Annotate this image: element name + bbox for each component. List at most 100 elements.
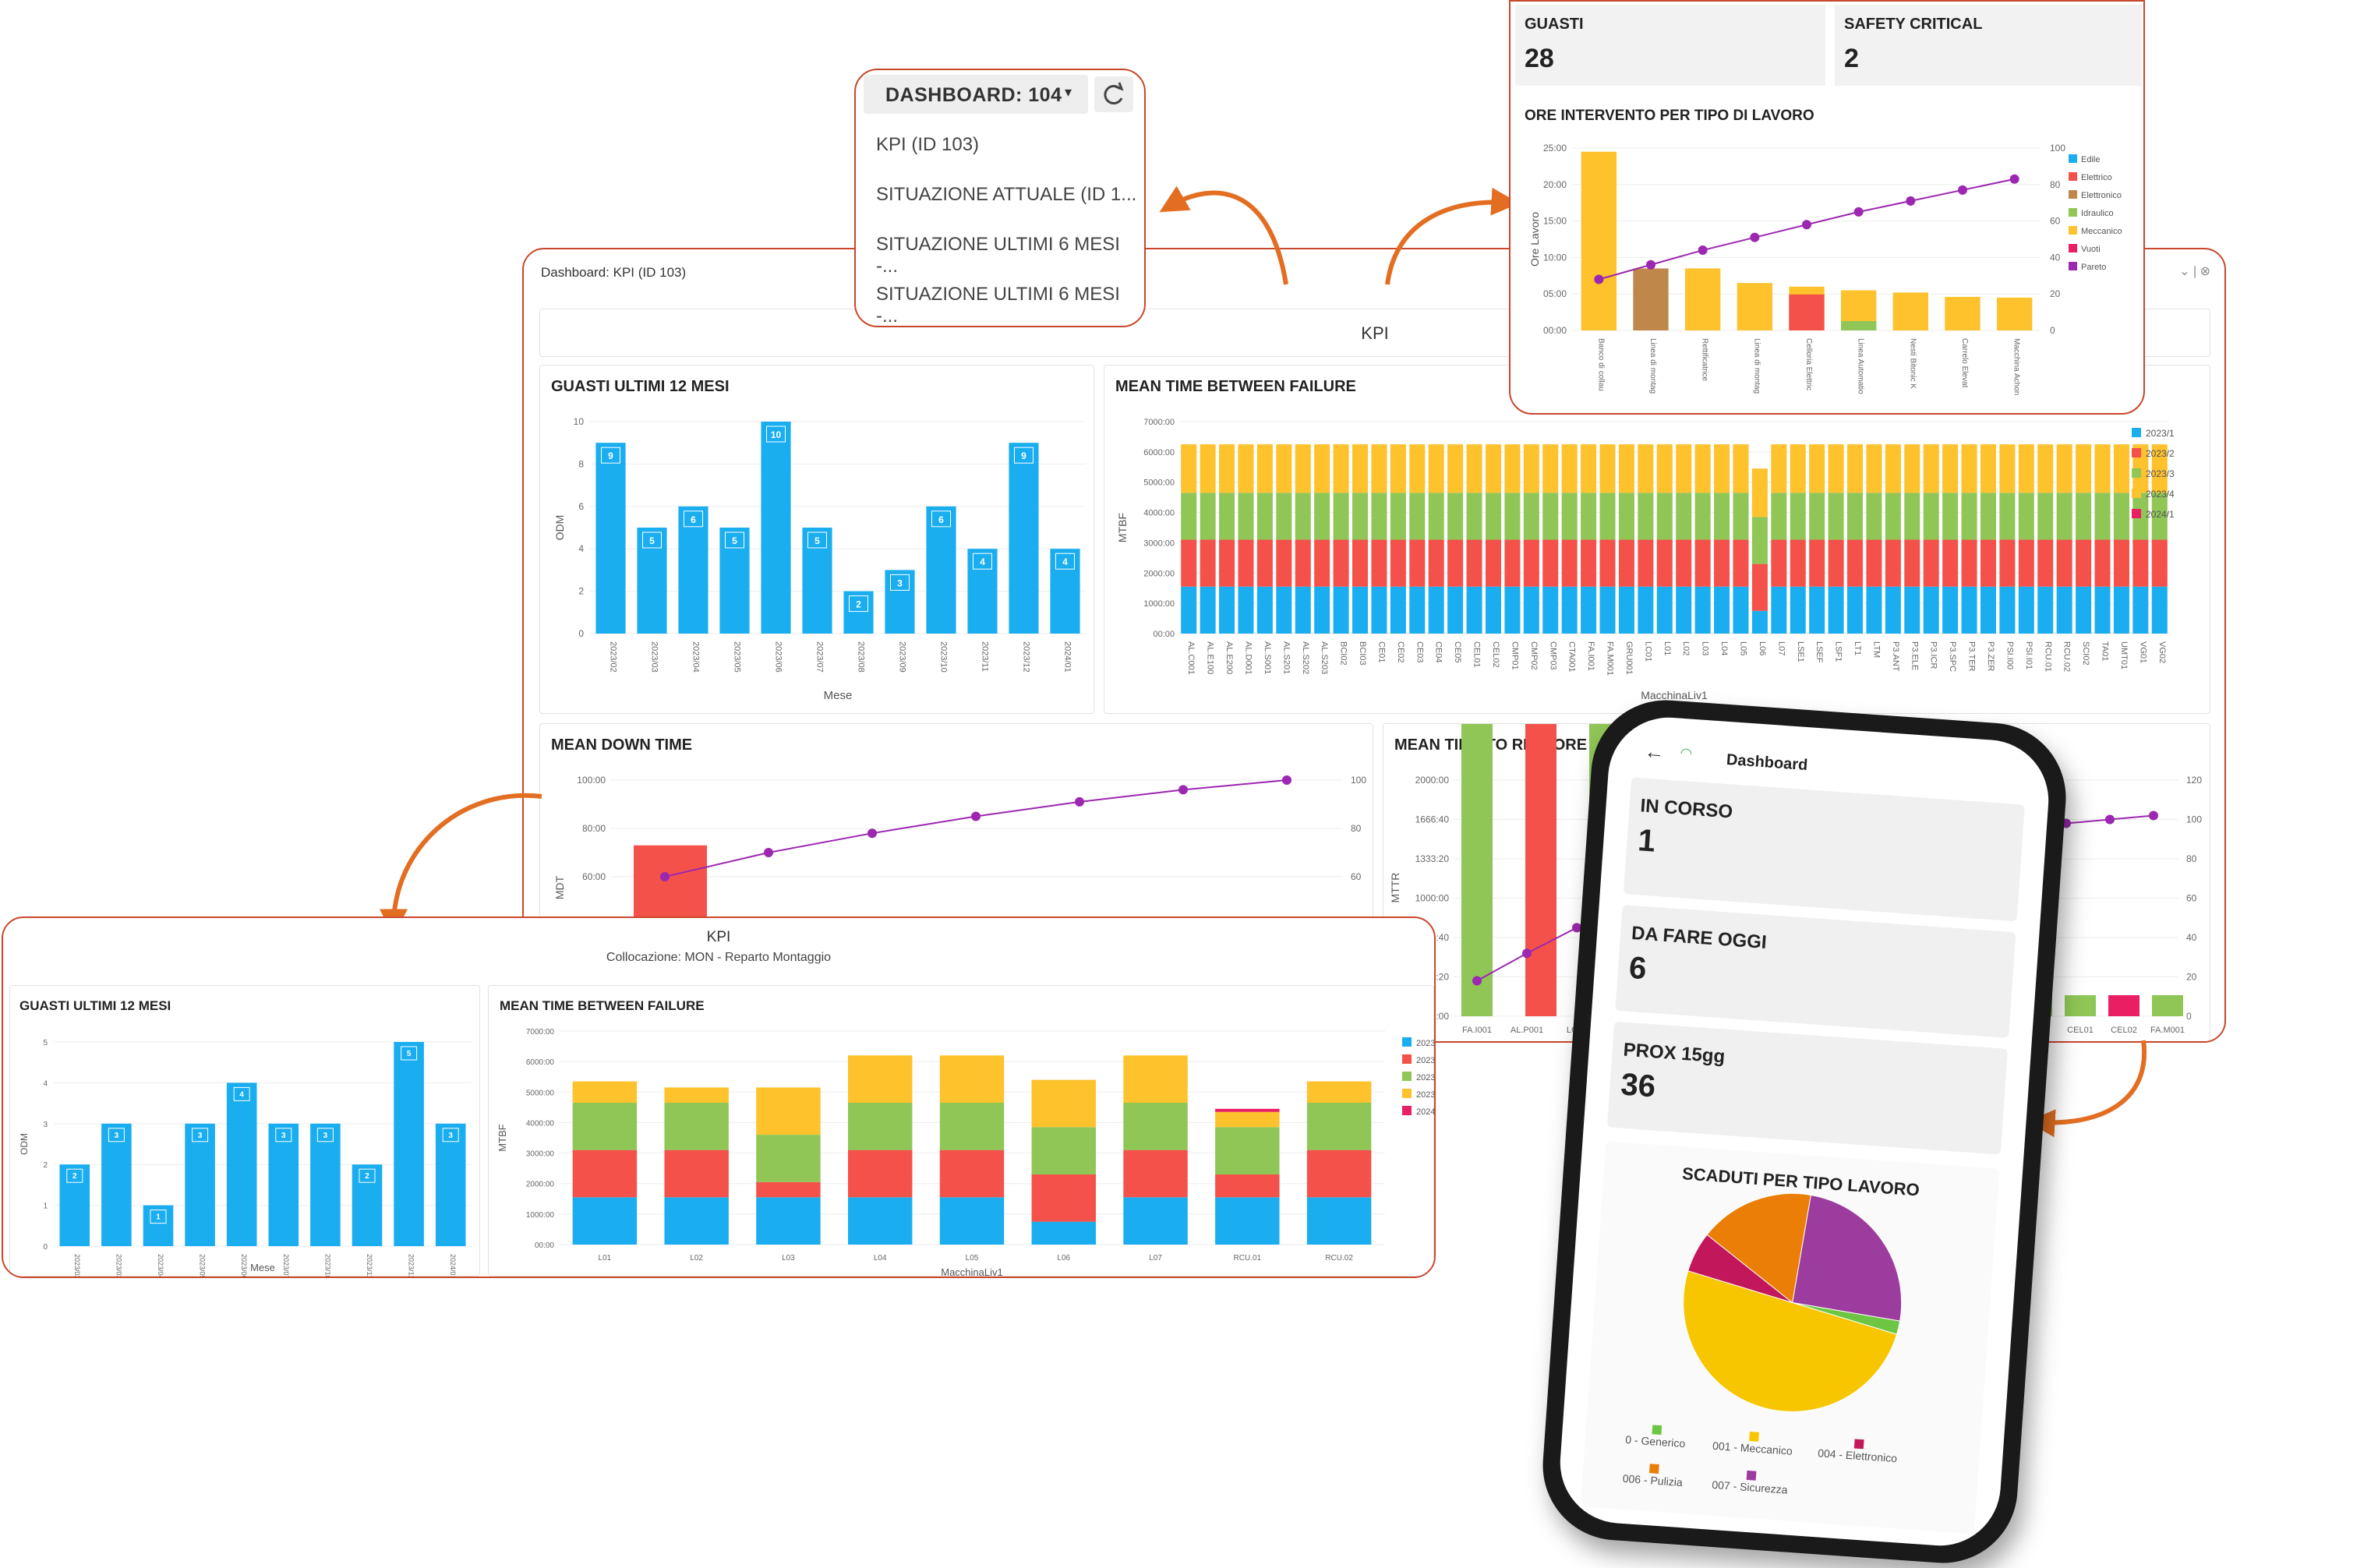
- bar-segment: [1676, 444, 1692, 493]
- x-tick-label: CE01: [1376, 641, 1386, 663]
- x-tick-label: FA.M001: [1606, 641, 1615, 676]
- dashboard-dropdown[interactable]: DASHBOARD: 104 ▾ KPI (ID 103) SITUAZIONE…: [854, 69, 1146, 327]
- bar-segment: [2018, 493, 2034, 540]
- x-tick-label: CEL01: [2067, 1026, 2094, 1035]
- x-tick-label: CE04: [1434, 641, 1443, 663]
- x-tick-label: P3.SPC: [1948, 641, 1957, 672]
- bar-segment: [1409, 444, 1426, 493]
- bar-segment: [1771, 493, 1787, 540]
- dropdown-option-kpi[interactable]: KPI (ID 103): [876, 134, 980, 155]
- y-axis-label: MTBF: [1116, 513, 1129, 542]
- y2-tick-label: 60: [1351, 871, 1362, 882]
- stat-value: 28: [1525, 44, 1554, 73]
- bar-segment: [1314, 586, 1330, 634]
- pareto-point: [1178, 785, 1188, 795]
- y2-tick-label: 40: [2186, 932, 2197, 943]
- y-axis-label: Ore Lavoro: [1528, 212, 1541, 267]
- bar-segment: [1466, 539, 1482, 587]
- y-tick-label: 8: [578, 458, 584, 469]
- card-value: 1: [1637, 823, 1657, 859]
- bar-segment: [2132, 539, 2149, 587]
- legend-swatch: [2069, 190, 2077, 199]
- bar-segment: [1942, 493, 1959, 540]
- x-tick-label: L03: [1701, 641, 1710, 655]
- bar-segment: [1751, 610, 1768, 634]
- bar-segment: [1409, 586, 1426, 634]
- bar-segment: [1390, 539, 1406, 587]
- y-tick-label: 00:00: [1543, 325, 1567, 336]
- legend-swatch: [1652, 1425, 1662, 1436]
- bar-segment: [1581, 586, 1597, 634]
- bar-segment: [1961, 493, 1977, 540]
- panel-title: MEAN TIME BETWEEN FAILURE: [1115, 378, 1356, 395]
- y-tick-label: 10: [574, 416, 585, 427]
- bar-segment: [1256, 539, 1273, 587]
- bar-segment: [1409, 493, 1426, 540]
- bar-segment: [1904, 493, 1920, 540]
- data-label: 3: [448, 1132, 453, 1140]
- dropdown-option-situazione-6-mesi-b[interactable]: SITUAZIONE ULTIMI 6 MESI -...: [876, 284, 1120, 327]
- bar-segment: [848, 1055, 913, 1103]
- back-arrow-icon[interactable]: ←: [1643, 739, 1666, 765]
- y-axis-label: ODM: [553, 515, 566, 541]
- dropdown-option-situazione-attuale[interactable]: SITUAZIONE ATTUALE (ID 1...: [876, 184, 1137, 205]
- bar-segment: [1999, 444, 2016, 493]
- data-label: 5: [407, 1050, 412, 1058]
- bar-segment: [2094, 539, 2111, 587]
- legend-label: 2023/3: [2146, 468, 2175, 479]
- legend-swatch: [1853, 1439, 1864, 1450]
- y2-tick-label: 80: [2186, 853, 2197, 864]
- bar-segment: [2076, 586, 2092, 634]
- pareto-point: [1075, 796, 1084, 807]
- dropdown-option-situazione-6-mesi-a[interactable]: SITUAZIONE ULTIMI 6 MESI -...: [876, 234, 1120, 277]
- bar: [1892, 292, 1928, 330]
- legend-label: 001 - Meccanico: [1712, 1439, 1793, 1457]
- y-tick-label: 2000:00: [526, 1181, 555, 1189]
- x-tick-label: AL.S201: [1281, 641, 1291, 674]
- phone-card-da-fare-oggi[interactable]: DA FARE OGGI 6: [1615, 905, 2016, 1038]
- bar-segment: [1599, 444, 1616, 493]
- legend-swatch: [2069, 226, 2077, 235]
- bar-segment: [1771, 539, 1787, 587]
- x-tick-label: RCU.02: [1325, 1254, 1353, 1263]
- y-axis-label: MDT: [553, 875, 566, 899]
- bar-segment: [848, 1102, 913, 1150]
- bar-segment: [1390, 444, 1406, 493]
- bar-segment: [1999, 586, 2016, 634]
- legend-swatch: [2132, 428, 2141, 437]
- bar-segment: [1638, 586, 1654, 634]
- pareto-point: [867, 828, 877, 839]
- bar-segment: [1809, 493, 1825, 540]
- phone-card-prox-15gg[interactable]: PROX 15gg 36: [1606, 1021, 2009, 1155]
- bar-segment: [939, 1150, 1005, 1198]
- bar-segment: [1031, 1221, 1096, 1245]
- legend-label: Edile: [2081, 155, 2100, 164]
- data-label-box: [108, 1128, 125, 1142]
- legend-swatch: [2132, 468, 2141, 478]
- bar: [394, 1042, 424, 1246]
- phone-card-in-corso[interactable]: IN CORSO 1: [1623, 777, 2025, 922]
- x-tick-label: GRU001: [1624, 641, 1634, 675]
- y2-tick-label: 0: [2186, 1011, 2192, 1022]
- dropdown-header[interactable]: DASHBOARD: 104 ▾: [864, 75, 1088, 114]
- bar-segment: [1733, 493, 1749, 540]
- x-tick-label: L05: [966, 1254, 979, 1263]
- data-label-box: [973, 553, 992, 570]
- bar-segment: [2094, 493, 2111, 540]
- bar-segment: [1123, 1150, 1188, 1198]
- dropdown-selected: DASHBOARD: 104: [885, 84, 1062, 106]
- y-tick-label: 100:00: [577, 775, 606, 786]
- x-tick-label: UMT01: [2119, 641, 2129, 669]
- bar-segment: [1314, 493, 1330, 540]
- kpi-header-title: KPI: [1361, 323, 1389, 343]
- bar-segment: [1352, 493, 1369, 540]
- pareto-point: [1572, 923, 1581, 933]
- bar-segment: [1215, 1197, 1280, 1245]
- legend-label: 2023/1: [2146, 428, 2175, 439]
- refresh-icon[interactable]: [1094, 76, 1133, 112]
- data-label: 4: [1062, 556, 1068, 567]
- y-tick-label: 4000:00: [526, 1119, 555, 1128]
- y2-tick-label: 20: [2050, 288, 2061, 299]
- bar-segment: [2076, 493, 2092, 540]
- y-tick-label: 7000:00: [526, 1028, 555, 1037]
